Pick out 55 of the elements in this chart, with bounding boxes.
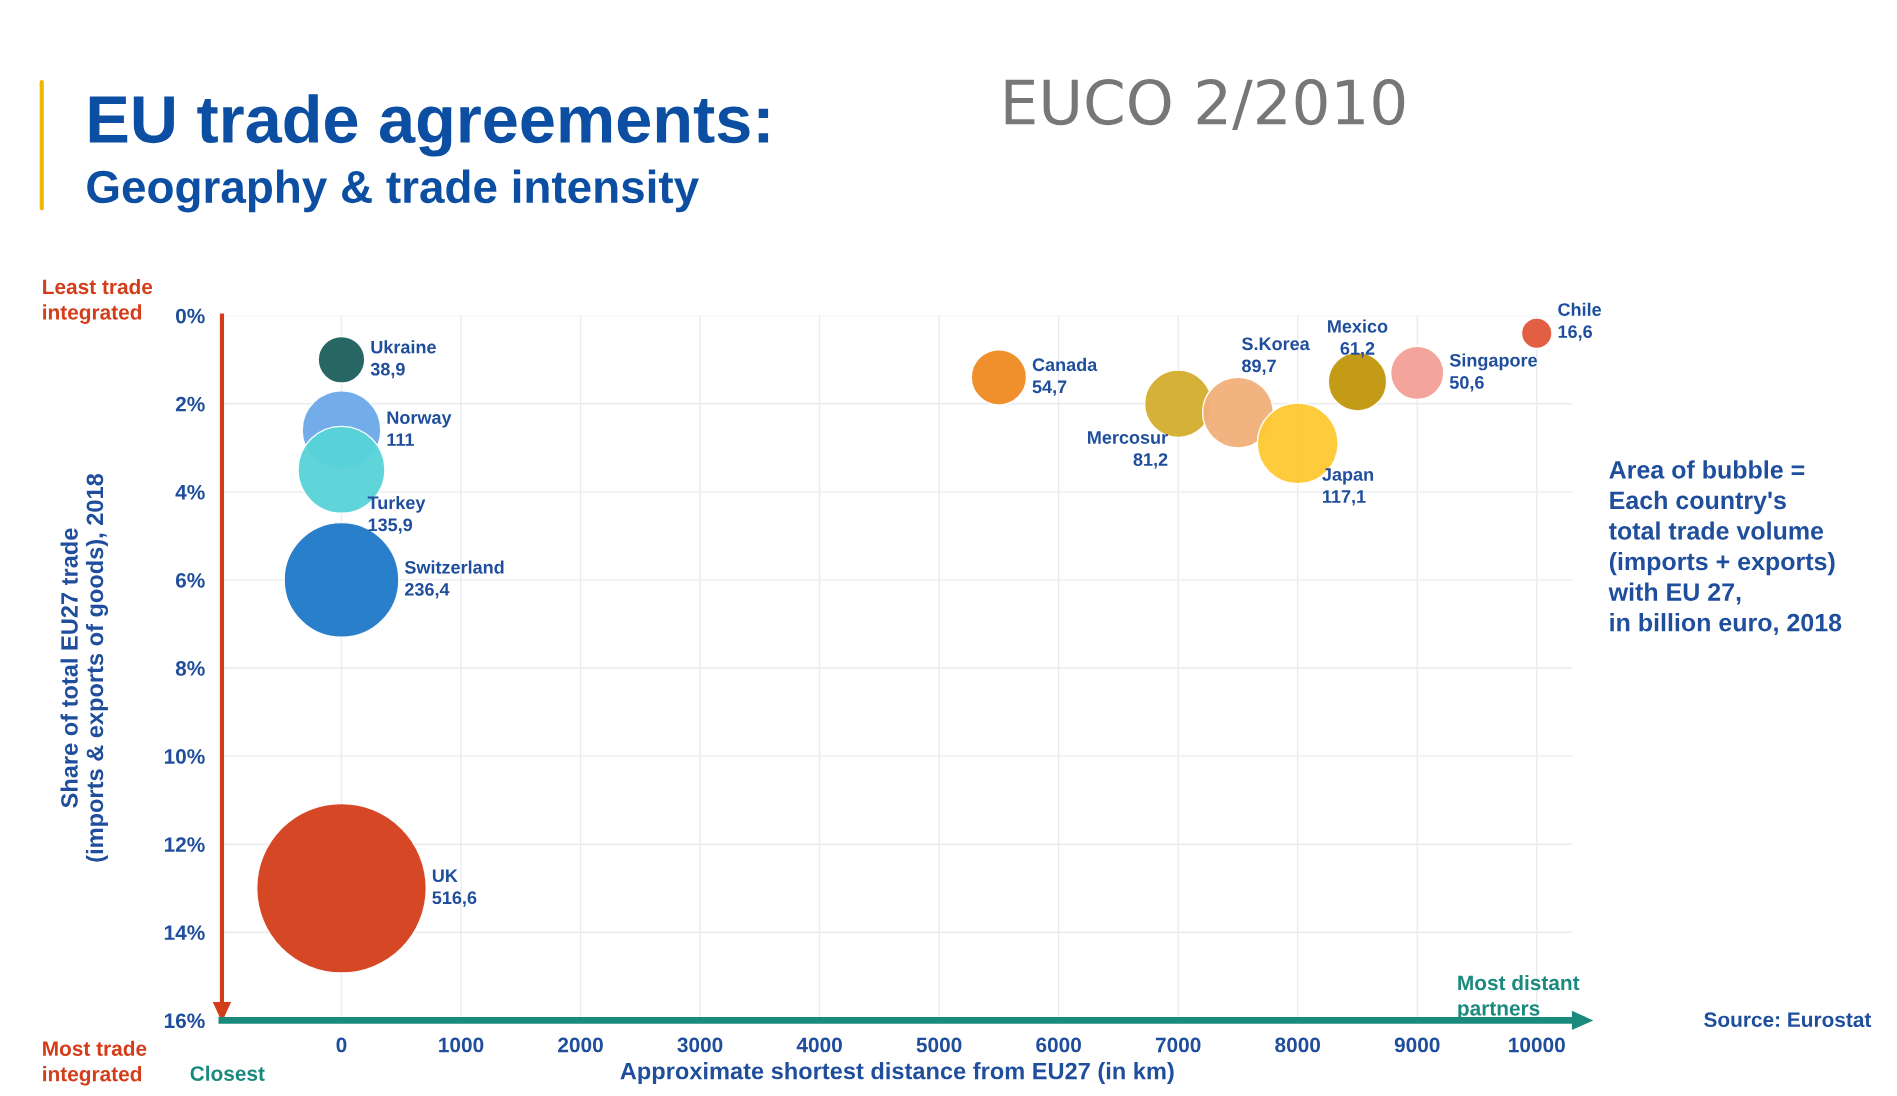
x-tick-label: 4000 [796,1037,842,1053]
chart-subtitle: Geography & trade intensity [87,169,699,213]
data-label: 117,1 [1323,490,1366,506]
series-label: S.Korea [1241,337,1310,351]
data-label: 50,6 [1449,376,1484,392]
text: Least trade integrated [43,278,153,324]
y-tick-label: 0% [176,308,205,324]
series-label: Ukraine [371,340,436,354]
data-label: 135,9 [368,518,413,534]
text: Area of bubble = Each country's total trade volume (imports + exports) with EU 27, in billion euro, 2018 [1608,460,1842,636]
x-tick-label: 10000 [1509,1037,1565,1053]
data-label: 38,9 [370,362,405,379]
data-label: 236,4 [405,583,450,599]
x-tick-label: 6000 [1036,1037,1081,1053]
text: Closest [190,1065,265,1081]
y-axis-title: Share of total EU27 trade (imports & exports of goods), 2018 [60,473,109,862]
series-label: Switzerland [404,560,504,574]
x-tick-label: 3000 [677,1037,723,1053]
chart-title: EU trade agreements: [89,94,769,157]
series-label: Norway [387,411,452,428]
y-tick-label: 10% [164,749,205,764]
y-tick-label: 4% [175,484,205,500]
y-tick-label: 8% [175,661,205,676]
data-label: 516,6 [432,891,477,907]
x-tick-label: 0 [336,1037,347,1053]
text: EUCO 2/2010 [1005,78,1405,130]
y-tick-label: 2% [175,396,205,412]
y-tick-label: 16% [164,1013,205,1029]
x-tick-label: 2000 [558,1037,603,1053]
text: Most trade integrated [43,1040,147,1086]
x-tick-label: 7000 [1155,1037,1201,1053]
x-axis-title: Approximate shortest distance from EU27 (in km) [620,1062,1174,1085]
series-label: Turkey [367,495,426,513]
data-label: 89,7 [1242,359,1276,375]
y-tick-label: 14% [164,925,205,940]
data-label: 111 [387,433,414,446]
source-note: Source: Eurostat [1704,1012,1872,1028]
data-label: 61,2 [1340,342,1375,358]
y-tick-label: 12% [164,837,205,852]
x-tick-label: 8000 [1275,1037,1321,1053]
series-label: Japan [1322,468,1373,485]
data-label: 16,6 [1558,325,1592,341]
series-label: Mercosur [1088,431,1168,444]
series-label: Canada [1032,357,1098,372]
series-label: Chile [1558,302,1602,316]
annotation: Most distant partners [1458,974,1580,1020]
series-label: UK [432,869,458,883]
y-tick-label: 6% [175,572,205,588]
series-label: Mexico [1328,319,1388,333]
x-tick-label: 9000 [1394,1037,1440,1053]
data-label: 81,2 [1133,453,1168,469]
x-tick-label: 5000 [916,1037,962,1053]
x-tick-label: 1000 [439,1037,484,1053]
series-label: Singapore [1449,353,1537,371]
data-label: 54,7 [1032,380,1067,396]
